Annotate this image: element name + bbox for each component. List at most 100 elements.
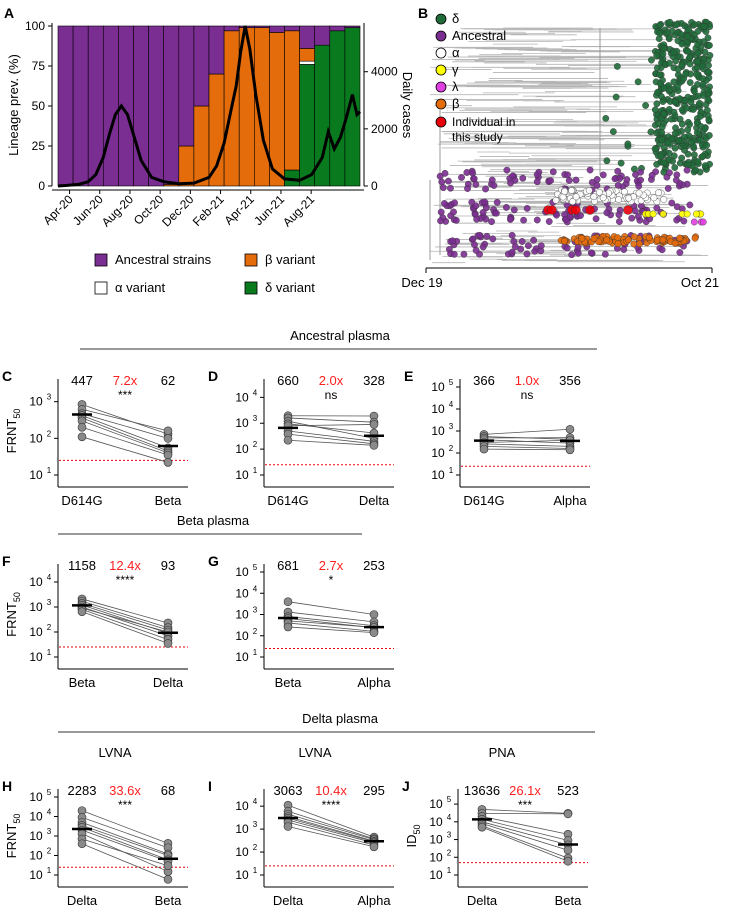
panel-a-bars <box>57 25 361 187</box>
ytick-label-left: 25 <box>32 139 46 153</box>
gmt-left: 681 <box>277 558 299 573</box>
tree-dot-delta <box>674 83 681 91</box>
tree-dot-ancestral <box>473 215 481 223</box>
pair-line <box>81 604 169 634</box>
tree-dot-ancestral <box>673 216 681 224</box>
pair-line <box>483 448 571 451</box>
ytick-exponent: 3 <box>447 831 452 840</box>
tree-dot-delta <box>670 49 678 57</box>
tree-dot-delta <box>701 125 709 133</box>
tree-dot-ancestral <box>506 216 514 223</box>
ytick-label: 10 <box>235 868 249 882</box>
panel-i: I 3063 10.4x 295 **** 10 1 10 2 10 3 10 4 Delta Alpha <box>208 778 394 908</box>
tree-dot-beta <box>624 236 632 244</box>
tree-dot-ancestral <box>564 171 571 179</box>
tree-dot-beta <box>630 233 638 241</box>
data-point-left <box>477 822 487 832</box>
category-right: Delta <box>153 675 184 690</box>
fold-change: 26.1x <box>509 783 541 798</box>
ytick-exponent: 3 <box>253 414 258 423</box>
pair-line <box>287 616 375 627</box>
tree-dot-delta <box>691 87 698 95</box>
tree-dot-delta <box>690 21 698 28</box>
tree-dot-delta <box>642 102 649 109</box>
tree-dot-ancestral <box>479 243 487 251</box>
bar-segment-beta <box>284 30 300 171</box>
tree-dot-alpha <box>568 187 576 195</box>
ytick-label: 10 <box>29 625 43 639</box>
gmt-right: 523 <box>557 783 579 798</box>
ytick-exponent: 4 <box>447 813 452 822</box>
panel-b-xlabel-left: Dec 19 <box>401 275 442 290</box>
tree-dot-delta <box>706 52 714 59</box>
tree-dot-ancestral <box>469 235 477 243</box>
pair-line <box>81 826 169 861</box>
tree-dot-ancestral <box>637 176 644 184</box>
bar-segment-delta <box>344 27 361 187</box>
tree-dot-delta <box>694 49 702 57</box>
significance: **** <box>322 798 341 812</box>
legend-label: γ <box>452 62 459 77</box>
tree-dot-delta <box>674 65 682 73</box>
category-right: Beta <box>155 493 183 508</box>
tree-dot-ancestral <box>476 231 484 239</box>
ytick-label: 10 <box>429 815 443 829</box>
bar-segment-beta <box>208 73 225 187</box>
tree-dot-delta <box>671 144 679 152</box>
tree-dot-ancestral <box>603 209 611 217</box>
fold-change: 33.6x <box>109 783 141 798</box>
tree-dot-alpha <box>572 193 580 201</box>
tree-dot-delta <box>671 98 679 106</box>
ylabel-subscript: 50 <box>412 824 422 834</box>
tree-dot-alpha <box>621 188 628 196</box>
tree-dot-individual <box>571 205 581 215</box>
tree-dot-ancestral <box>460 250 468 258</box>
pair-line <box>483 428 571 435</box>
significance: ns <box>521 388 534 402</box>
ylabel-subscript: 50 <box>12 592 22 602</box>
bar-segment-ancestral <box>178 25 195 147</box>
tree-dot-beta <box>614 234 622 242</box>
data-point-right <box>163 875 173 884</box>
gmt-right: 93 <box>161 558 175 573</box>
tree-dot-delta <box>665 156 673 164</box>
tree-dot-ancestral <box>445 177 452 185</box>
tree-dot-ancestral <box>463 169 471 176</box>
panel-i-subtitle: LVNA <box>299 745 332 760</box>
tree-dot-ancestral <box>450 208 457 216</box>
tree-dot-ancestral <box>452 216 460 224</box>
bar-segment-ancestral <box>57 25 74 187</box>
data-point-right <box>369 610 379 619</box>
tree-dot-delta <box>698 62 706 70</box>
group-title: Beta plasma <box>177 513 250 528</box>
pair-line <box>81 436 169 463</box>
ytick-exponent: 3 <box>47 827 52 836</box>
tree-dot-delta <box>694 158 702 166</box>
ylabel: FRNT50 <box>4 814 22 859</box>
pair-line <box>287 819 375 844</box>
fold-change: 2.7x <box>319 558 344 573</box>
bar-segment-ancestral <box>269 25 285 33</box>
ylabel: FRNT50 <box>4 409 22 454</box>
tree-dot-gamma <box>693 210 700 218</box>
tree-dot-ancestral <box>616 218 623 225</box>
tree-dot-delta <box>699 152 707 160</box>
bar-segment-ancestral <box>208 25 225 75</box>
tree-dot-individual <box>585 205 595 215</box>
gmt-right: 68 <box>161 783 175 798</box>
ytick-label: 10 <box>235 468 249 482</box>
ytick-exponent: 2 <box>47 847 52 856</box>
tree-dot-alpha <box>615 196 622 203</box>
tree-dot-ancestral <box>437 217 444 225</box>
pair-line <box>287 817 375 843</box>
panel-letter: H <box>2 778 12 794</box>
pair-line <box>81 843 169 880</box>
data-point-right <box>563 845 573 855</box>
ytick-label: 10 <box>29 829 43 843</box>
ytick-label: 10 <box>29 575 43 589</box>
ytick-exponent: 4 <box>253 584 258 593</box>
ytick-label: 10 <box>235 565 249 579</box>
data-point-left <box>479 444 489 454</box>
significance: **** <box>116 573 135 587</box>
